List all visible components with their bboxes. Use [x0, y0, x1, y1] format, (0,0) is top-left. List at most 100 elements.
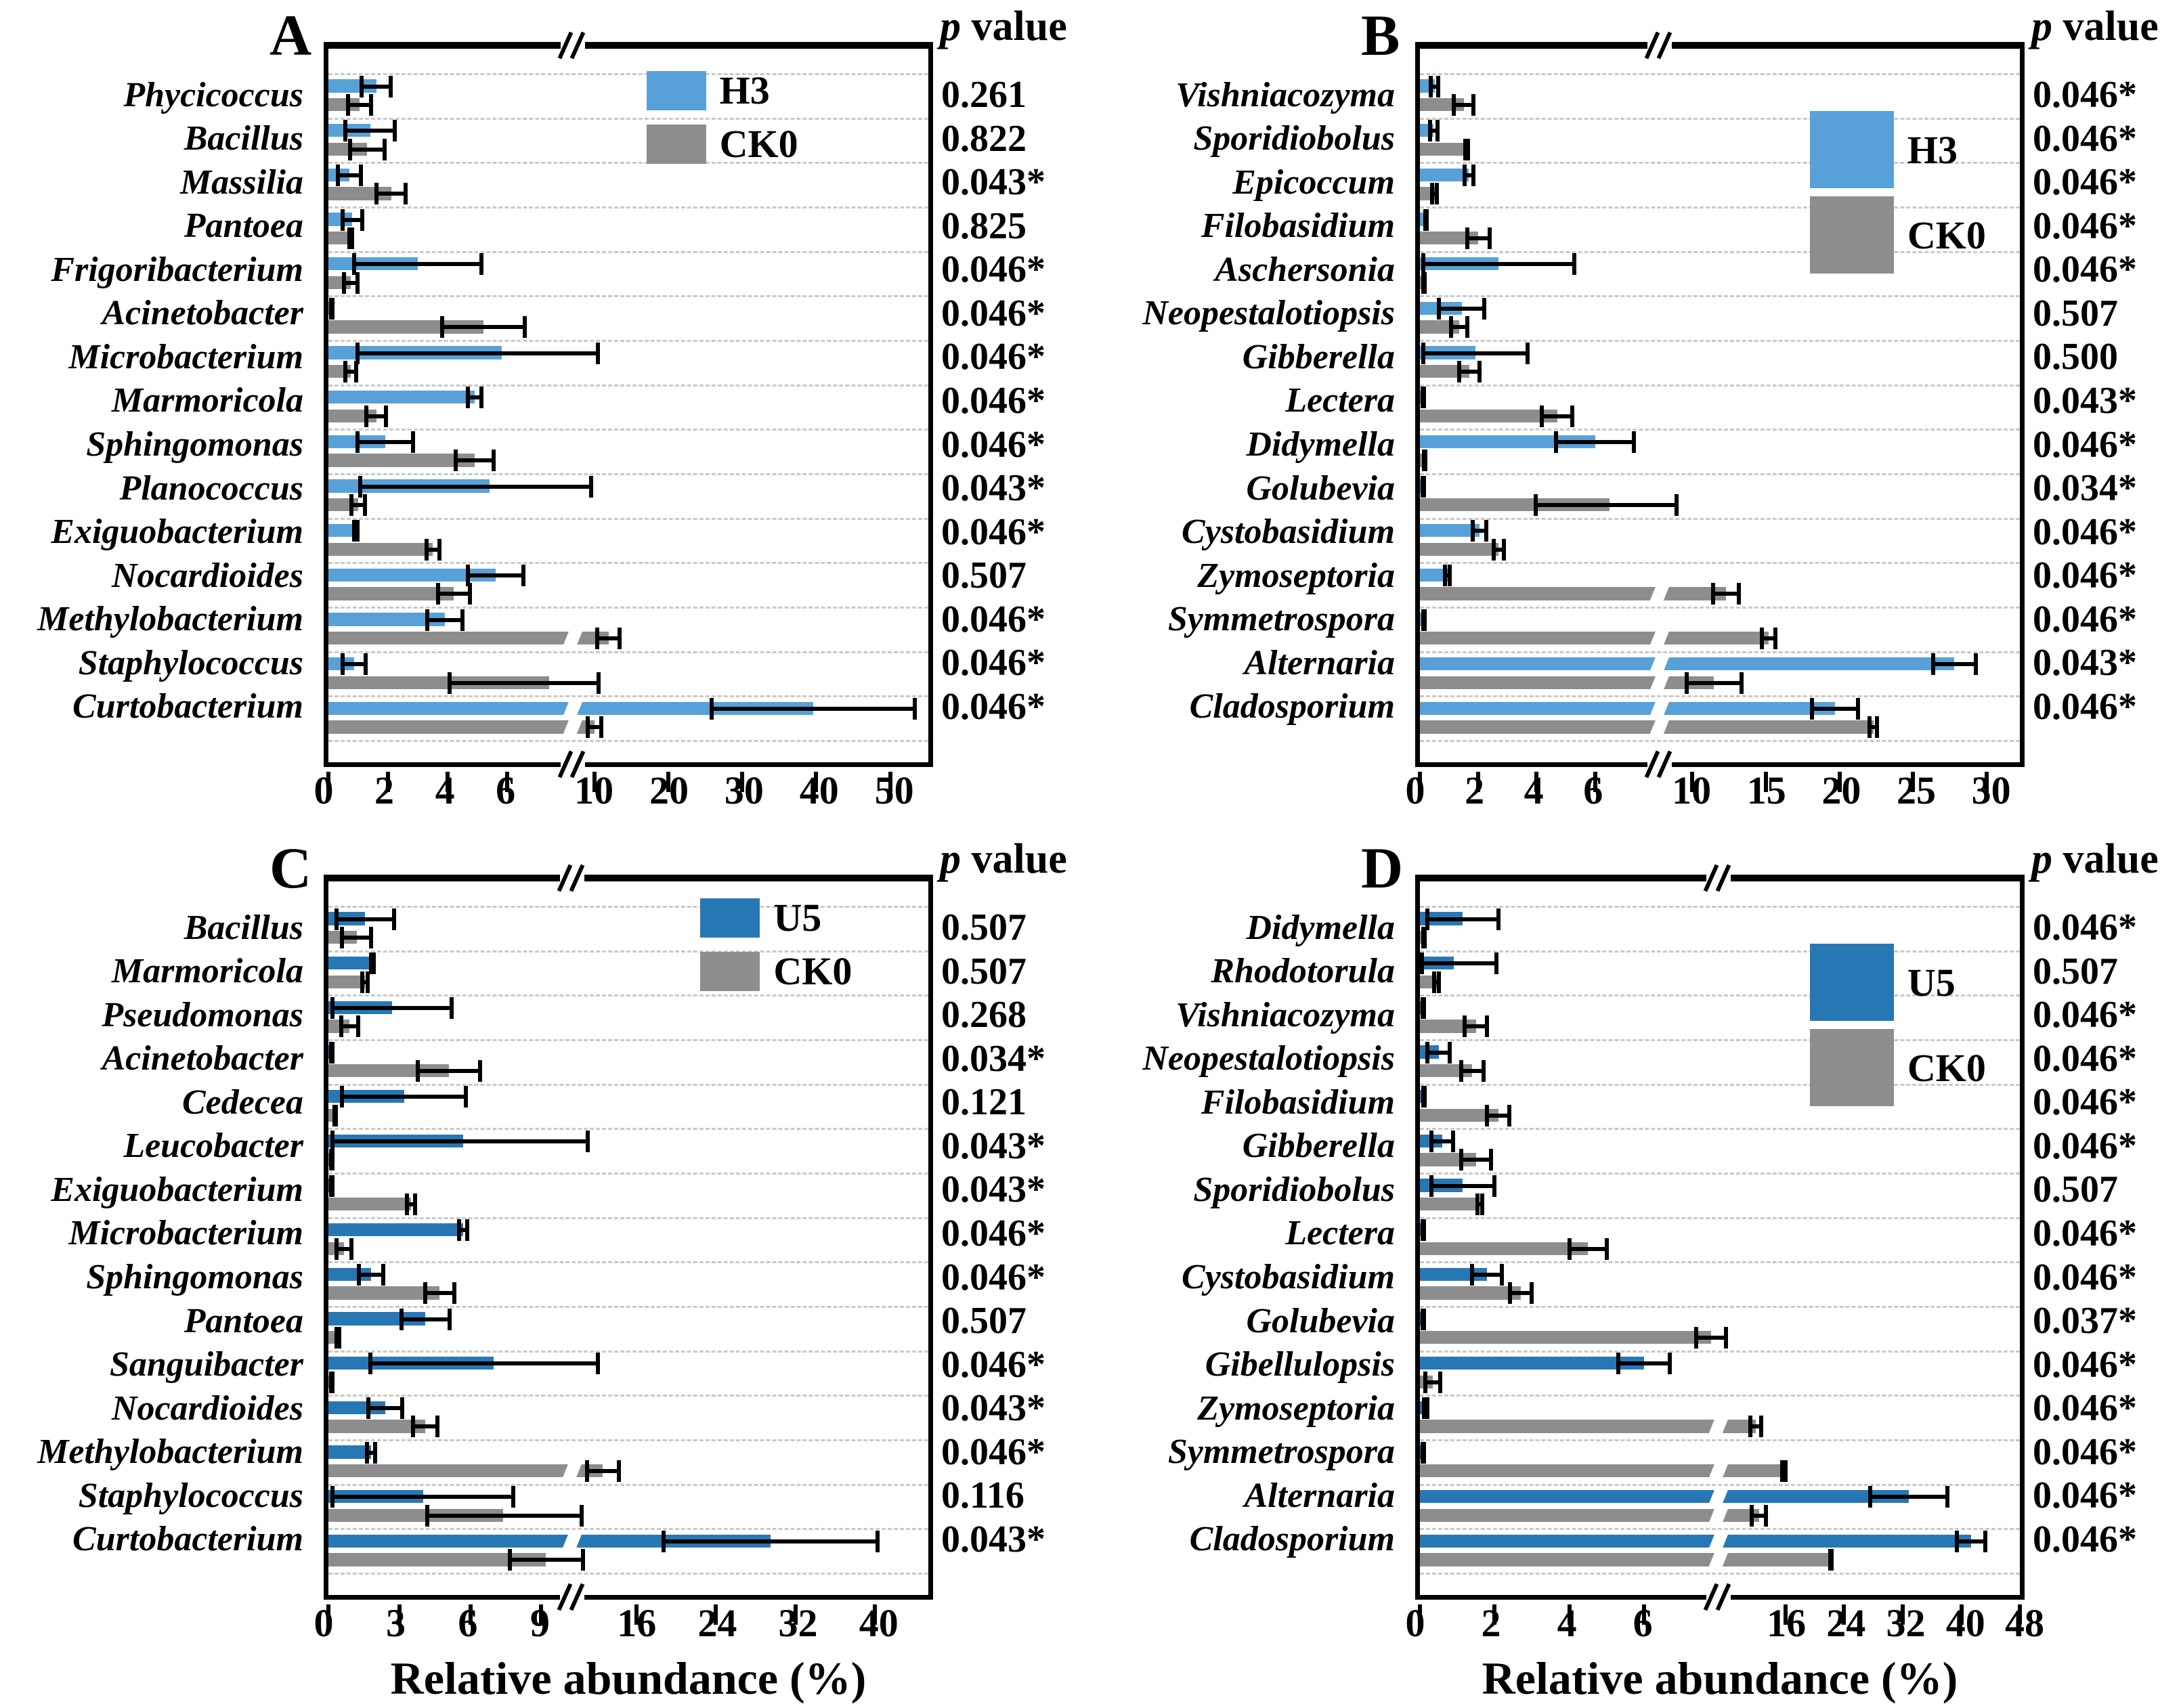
error-cap	[1463, 138, 1467, 160]
bar-h3	[328, 523, 356, 538]
p-value: 0.046*	[941, 598, 1045, 640]
error-bar	[1449, 316, 1470, 338]
error-cap	[1616, 1353, 1620, 1375]
error-cap	[393, 120, 397, 142]
error-cap	[1502, 538, 1507, 561]
x-tick-label: 0	[1405, 1601, 1425, 1645]
error-bar	[1491, 538, 1507, 561]
axis-break-gap	[559, 875, 584, 881]
legend-item-treatment: U5	[1809, 944, 1986, 1021]
error-cap	[1452, 93, 1456, 116]
genus-label: Cystobasidium	[1182, 1258, 1395, 1297]
x-tick	[793, 1604, 798, 1625]
p-value-column: 0.261 0.822 0.043* 0.825 0.046* 0.046* 0.046* 0…	[941, 73, 1090, 728]
error-bar	[368, 952, 376, 975]
axis-break-gap	[1706, 875, 1731, 881]
error-cap	[1694, 1326, 1699, 1349]
bar-ck0	[1420, 1108, 1498, 1122]
p-value: 0.507	[941, 554, 1027, 597]
error-cap	[511, 1486, 515, 1508]
error-cap	[1983, 1531, 1988, 1552]
genus-label: Methylobacterium	[37, 1432, 303, 1472]
error-bar	[1930, 653, 1979, 676]
error-bar	[329, 297, 335, 320]
error-cap	[447, 1308, 452, 1330]
x-tick-label: 6	[1583, 768, 1603, 812]
p-value: 0.046*	[941, 642, 1045, 684]
bar-ck0	[328, 1108, 335, 1122]
axis-break-gap	[561, 42, 586, 49]
genus-label: Sphingomonas	[86, 425, 303, 464]
error-bar	[334, 1326, 342, 1349]
error-cap	[1945, 1486, 1949, 1508]
genus-label: Symmetrospora	[1167, 600, 1395, 639]
genus-label: Symmetrospora	[1167, 1432, 1395, 1472]
error-cap	[1425, 908, 1430, 930]
error-cap	[1425, 1397, 1429, 1419]
genus-label: Cystobasidium	[1182, 512, 1395, 552]
p-value: 0.507	[941, 1300, 1027, 1342]
panel-a: A p value Phycicoccus Bacillus Massilia Pan…	[4, 3, 1090, 848]
error-bar	[1429, 1130, 1456, 1152]
p-value: 0.034*	[941, 1037, 1045, 1080]
p-value-header: p value	[940, 3, 1067, 51]
p-header-p: p	[2031, 3, 2052, 49]
error-bar	[360, 75, 393, 97]
error-cap	[1422, 1219, 1427, 1242]
genus-label: Marmoricola	[111, 952, 303, 991]
x-tick	[1492, 1604, 1497, 1625]
error-cap	[1448, 564, 1452, 586]
error-cap	[1432, 971, 1437, 993]
panel-b-label: B	[1361, 3, 1400, 68]
genus-axis-labels: Bacillus Marmoricola Pseudomonas Acinetobac…	[4, 906, 313, 1561]
p-value: 0.046*	[2033, 510, 2137, 553]
chart-row	[328, 475, 928, 520]
error-cap	[337, 1326, 342, 1349]
genus-label: Sporidiobolus	[1193, 1170, 1395, 1209]
error-bar	[1425, 1041, 1452, 1064]
error-bar	[595, 627, 622, 649]
error-cap	[1482, 297, 1487, 320]
error-cap	[435, 1416, 440, 1438]
error-cap	[365, 1441, 370, 1464]
genus-label: Curtobacterium	[72, 1520, 303, 1559]
error-cap	[1462, 164, 1467, 186]
error-cap	[1739, 672, 1744, 694]
x-tick	[539, 1604, 544, 1625]
x-tick-label: 15	[1746, 768, 1786, 812]
error-bar	[1452, 93, 1475, 116]
bar-ck0	[1420, 631, 1769, 645]
chart-row	[328, 1219, 928, 1264]
x-tick	[1842, 1604, 1847, 1625]
error-bar	[1420, 952, 1498, 975]
bar-h3	[328, 79, 376, 93]
chart-row	[328, 653, 928, 698]
error-cap	[1451, 1130, 1456, 1152]
error-cap	[1491, 538, 1496, 561]
error-bar	[1429, 1175, 1497, 1197]
chart-row	[1420, 1175, 2020, 1219]
error-cap	[1525, 342, 1530, 364]
chart-row	[1420, 1308, 2020, 1353]
error-bar	[423, 1282, 456, 1305]
error-cap	[1930, 653, 1935, 676]
error-cap	[334, 1326, 339, 1349]
error-bar	[465, 564, 525, 586]
bar-ck0	[328, 1553, 546, 1567]
error-cap	[1868, 1486, 1873, 1508]
x-tick	[1476, 772, 1481, 792]
genus-label: Cladosporium	[1189, 1520, 1395, 1559]
error-cap	[1470, 1263, 1475, 1286]
error-bar	[1421, 1397, 1429, 1419]
p-value: 0.043*	[941, 161, 1045, 204]
x-tick	[740, 772, 745, 792]
error-cap	[334, 908, 339, 930]
p-value: 0.046*	[2033, 1212, 2137, 1254]
x-tick	[2018, 1604, 2022, 1625]
error-bar	[355, 342, 600, 364]
error-cap	[1421, 475, 1426, 498]
genus-label: Exiguobacterium	[51, 512, 303, 552]
error-cap	[1430, 183, 1435, 205]
chart-row	[328, 431, 928, 476]
error-cap	[352, 253, 357, 276]
